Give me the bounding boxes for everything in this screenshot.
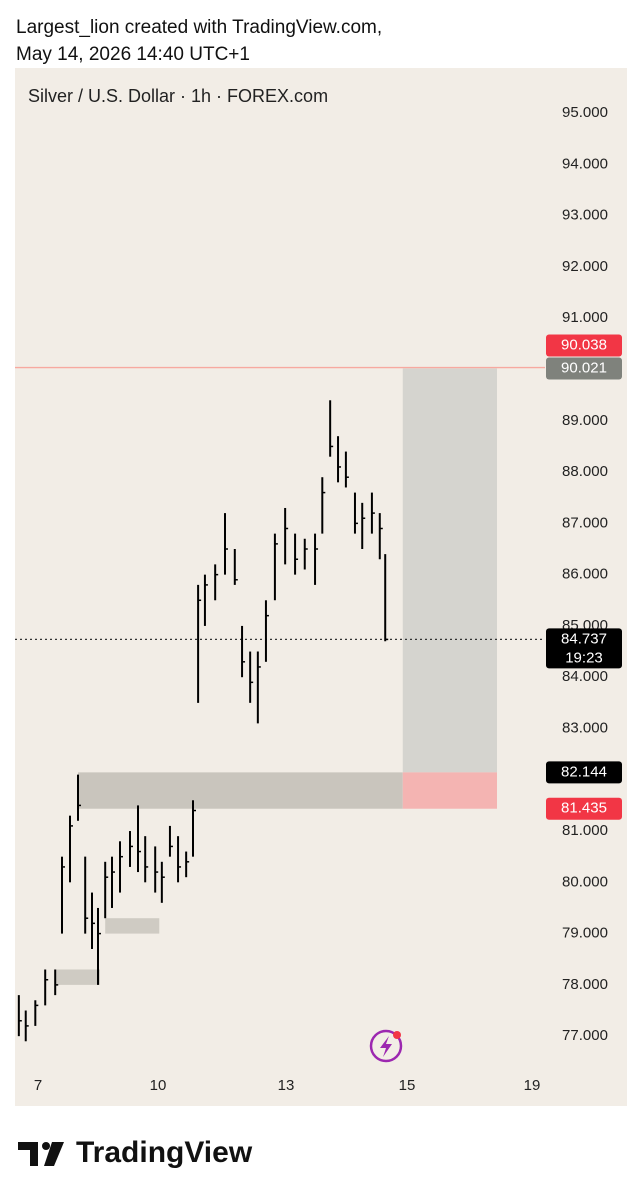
y-tick-label: 93.000	[562, 207, 608, 224]
price-label: 82.144	[561, 763, 607, 780]
zone	[78, 772, 403, 809]
zone	[55, 969, 100, 985]
flash-icon[interactable]	[369, 1029, 403, 1063]
plot: 95.000 94.000 93.000 92.000 91.000 89.000 88.0…	[15, 104, 622, 1094]
y-tick-label: 83.000	[562, 719, 608, 736]
y-tick-label: 88.000	[562, 463, 608, 480]
chart-title: Silver / U.S. Dollar · 1h · FOREX.com	[28, 86, 328, 106]
price-label-box	[546, 334, 622, 357]
price-label: 84.737	[561, 630, 607, 647]
price-label-box	[546, 357, 622, 380]
y-tick-label: 77.000	[562, 1027, 608, 1044]
y-tick-label: 79.000	[562, 925, 608, 942]
footer-logo-icon	[18, 1142, 64, 1166]
x-tick-label: 13	[278, 1077, 295, 1094]
price-label: 90.038	[561, 336, 607, 353]
x-tick-label: 7	[34, 1077, 42, 1094]
y-tick-label: 86.000	[562, 566, 608, 583]
zone	[402, 772, 497, 809]
zone	[402, 368, 497, 773]
y-tick-label: 78.000	[562, 976, 608, 993]
chart-panel	[15, 68, 627, 1106]
y-tick-label: 80.000	[562, 873, 608, 890]
y-tick-label: 94.000	[562, 155, 608, 172]
price-label-box	[546, 628, 622, 669]
x-tick-label: 10	[150, 1077, 167, 1094]
y-tick-label: 87.000	[562, 514, 608, 531]
x-tick-label: 15	[399, 1077, 416, 1094]
header-line: Largest_lion created with TradingView.co…	[16, 17, 382, 38]
y-tick-label: 81.000	[562, 822, 608, 839]
y-tick-label: 92.000	[562, 258, 608, 275]
price-label-box	[546, 797, 622, 820]
price-label: 81.435	[561, 800, 607, 817]
zone	[105, 918, 160, 934]
price-label: 90.021	[561, 359, 607, 376]
y-tick-label: 95.000	[562, 104, 608, 121]
y-tick-label: 89.000	[562, 412, 608, 429]
price-label-box	[546, 761, 622, 784]
footer-logo: TradingView	[76, 1136, 253, 1169]
header-line: May 14, 2026 14:40 UTC+1	[16, 44, 250, 65]
x-tick-label: 19	[524, 1077, 541, 1094]
price-label-countdown: 19:23	[565, 649, 603, 666]
y-tick-label: 91.000	[562, 309, 608, 326]
y-tick-label: 84.000	[562, 668, 608, 685]
